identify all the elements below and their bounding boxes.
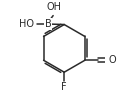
Text: B: B: [45, 19, 51, 29]
Text: O: O: [108, 55, 116, 65]
Text: OH: OH: [46, 2, 62, 12]
Text: F: F: [61, 82, 67, 92]
Text: HO: HO: [18, 19, 34, 29]
